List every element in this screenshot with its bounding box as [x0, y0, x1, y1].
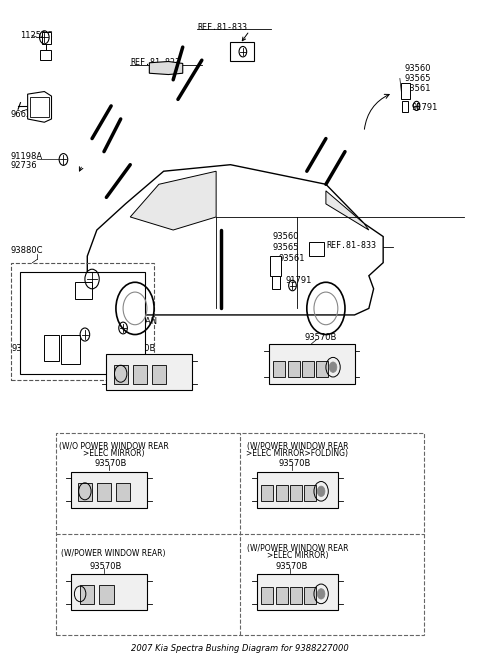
Text: 2007 Kia Spectra Bushing Diagram for 9388227000: 2007 Kia Spectra Bushing Diagram for 938… — [131, 644, 349, 653]
Text: (W/POWER WINDOW REAR): (W/POWER WINDOW REAR) — [61, 549, 166, 558]
Circle shape — [317, 486, 325, 497]
Bar — [288, 361, 300, 377]
Polygon shape — [149, 62, 183, 75]
Bar — [304, 587, 316, 604]
Text: 92736: 92736 — [11, 161, 37, 170]
Text: 93561: 93561 — [278, 255, 305, 263]
Text: 93565: 93565 — [273, 243, 299, 252]
Bar — [99, 585, 114, 604]
Bar — [116, 483, 130, 501]
Bar — [316, 361, 328, 377]
Bar — [401, 83, 410, 99]
Text: (W/O POWER WINDOW REAR: (W/O POWER WINDOW REAR — [59, 442, 168, 451]
Bar — [273, 276, 280, 289]
Text: 91791: 91791 — [285, 276, 312, 285]
Bar — [152, 365, 166, 384]
Bar — [270, 256, 281, 276]
Bar — [80, 585, 95, 604]
Bar — [21, 272, 144, 374]
Text: REF.81-833: REF.81-833 — [326, 241, 376, 249]
Bar — [290, 587, 302, 604]
Bar — [78, 483, 92, 501]
Text: 93565: 93565 — [405, 74, 431, 83]
Text: 93561: 93561 — [405, 85, 431, 93]
Bar — [230, 42, 254, 62]
Bar — [304, 485, 316, 501]
Bar — [132, 365, 147, 384]
Text: >ELEC MIRROR): >ELEC MIRROR) — [266, 551, 328, 560]
Bar — [274, 361, 285, 377]
Polygon shape — [28, 92, 51, 122]
Text: 1141AN: 1141AN — [124, 317, 157, 326]
Polygon shape — [71, 472, 147, 508]
Bar — [39, 51, 51, 60]
Text: 93570B: 93570B — [95, 459, 127, 468]
Text: 96620B: 96620B — [11, 110, 43, 119]
Bar — [97, 483, 111, 501]
Text: REF.81-833: REF.81-833 — [197, 23, 247, 32]
Polygon shape — [87, 165, 383, 315]
Polygon shape — [130, 171, 216, 230]
Bar — [290, 485, 302, 501]
Text: 91791: 91791 — [412, 103, 438, 112]
Bar — [276, 587, 288, 604]
Bar — [11, 262, 154, 380]
Polygon shape — [107, 354, 192, 390]
Text: 93570B: 93570B — [278, 459, 311, 468]
Bar — [276, 485, 288, 501]
Circle shape — [329, 362, 337, 373]
Text: >ELEC MIRROR): >ELEC MIRROR) — [83, 449, 144, 458]
Text: 93570B: 93570B — [123, 344, 156, 354]
Polygon shape — [257, 574, 338, 610]
Text: REF.81-823: REF.81-823 — [130, 58, 180, 68]
Bar — [30, 97, 49, 117]
Bar — [75, 282, 92, 298]
Text: 93883A: 93883A — [33, 274, 65, 283]
Bar — [262, 485, 274, 501]
Text: 93560: 93560 — [405, 64, 431, 73]
Polygon shape — [269, 344, 355, 384]
Bar — [61, 335, 80, 364]
Text: (W/POWER WINDOW REAR: (W/POWER WINDOW REAR — [247, 544, 348, 553]
Text: 93882A: 93882A — [47, 344, 79, 354]
Bar — [302, 361, 314, 377]
Text: 93560: 93560 — [273, 232, 299, 241]
Bar — [114, 365, 128, 384]
Bar — [309, 242, 324, 256]
Text: >ELEC MIRROR>FOLDING): >ELEC MIRROR>FOLDING) — [246, 449, 348, 458]
Text: 93570B: 93570B — [304, 333, 337, 342]
Bar — [262, 587, 274, 604]
Polygon shape — [71, 574, 147, 610]
Bar — [402, 100, 408, 112]
Text: 93880C: 93880C — [11, 247, 43, 255]
Text: 1125AC: 1125AC — [21, 31, 53, 40]
Text: 91198A: 91198A — [11, 152, 43, 161]
Polygon shape — [326, 191, 369, 230]
Text: (W/POWER WINDOW REAR: (W/POWER WINDOW REAR — [247, 442, 348, 451]
Polygon shape — [257, 472, 338, 508]
Text: 93570B: 93570B — [90, 562, 122, 571]
Text: 93570B: 93570B — [276, 562, 308, 571]
Bar — [56, 432, 424, 635]
Bar — [44, 335, 59, 361]
Text: 93881: 93881 — [33, 312, 59, 321]
Circle shape — [317, 588, 325, 599]
Text: 93880E: 93880E — [12, 344, 44, 354]
Bar — [42, 32, 50, 44]
